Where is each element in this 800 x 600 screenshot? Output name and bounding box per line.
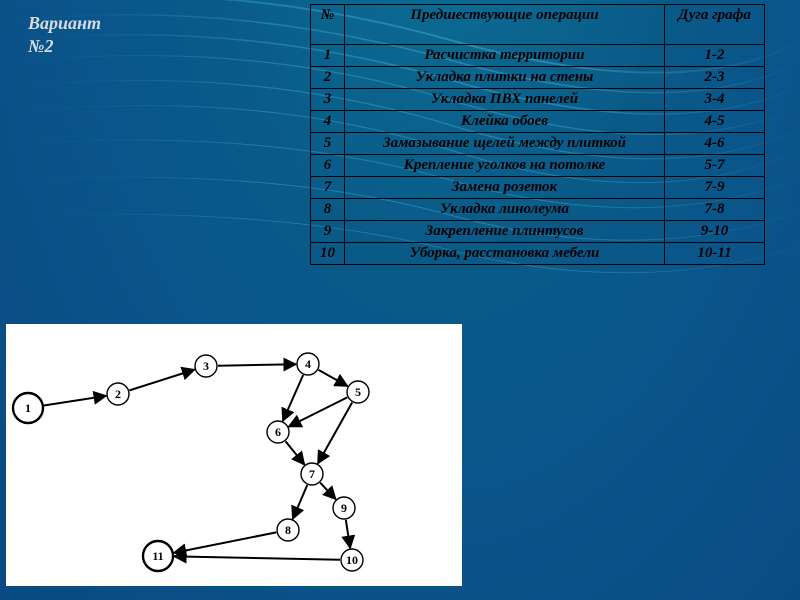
- table-row: 4Клейка обоев4-5: [311, 111, 765, 133]
- cell-arc: 3-4: [665, 89, 765, 111]
- graph-edge: [289, 397, 348, 426]
- cell-number: 10: [311, 243, 345, 265]
- cell-number: 5: [311, 133, 345, 155]
- graph-node-label: 8: [285, 523, 291, 537]
- graph-edge: [318, 402, 352, 463]
- cell-arc: 2-3: [665, 67, 765, 89]
- table-row: 5Замазывание щелей между плиткой4-6: [311, 133, 765, 155]
- table-row: 6Крепление уголков на потолке5-7: [311, 155, 765, 177]
- cell-number: 1: [311, 45, 345, 67]
- graph-edge: [346, 520, 350, 548]
- cell-number: 8: [311, 199, 345, 221]
- graph-node-label: 6: [275, 425, 281, 439]
- graph-node-label: 5: [355, 385, 361, 399]
- cell-arc: 5-7: [665, 155, 765, 177]
- title-line-2: №2: [28, 36, 53, 56]
- graph-edge: [218, 364, 296, 366]
- graph-node-label: 3: [203, 359, 209, 373]
- graph-node-label: 9: [341, 501, 347, 515]
- cell-number: 2: [311, 67, 345, 89]
- cell-arc: 4-5: [665, 111, 765, 133]
- cell-operation: Замена розеток: [345, 177, 665, 199]
- cell-number: 7: [311, 177, 345, 199]
- table-row: 9Закрепление плинтусов9-10: [311, 221, 765, 243]
- slide-title: Вариант №2: [28, 12, 101, 59]
- cell-operation: Закрепление плинтусов: [345, 221, 665, 243]
- title-line-1: Вариант: [28, 13, 101, 33]
- cell-operation: Крепление уголков на потолке: [345, 155, 665, 177]
- table-row: 8Укладка линолеума7-8: [311, 199, 765, 221]
- cell-number: 3: [311, 89, 345, 111]
- cell-arc: 9-10: [665, 221, 765, 243]
- graph-node-label: 10: [346, 553, 358, 567]
- cell-operation: Уборка, расстановка мебели: [345, 243, 665, 265]
- graph-edge: [286, 441, 305, 464]
- cell-arc: 4-6: [665, 133, 765, 155]
- graph-edge: [174, 556, 340, 559]
- cell-operation: Клейка обоев: [345, 111, 665, 133]
- graph-edge: [129, 370, 194, 391]
- table-row: 1Расчистка территории1-2: [311, 45, 765, 67]
- cell-arc: 7-9: [665, 177, 765, 199]
- graph-edge: [283, 375, 303, 421]
- graph-node-label: 7: [309, 467, 315, 481]
- cell-arc: 10-11: [665, 243, 765, 265]
- graph-node-label: 2: [115, 387, 121, 401]
- cell-operation: Замазывание щелей между плиткой: [345, 133, 665, 155]
- header-number: №: [311, 5, 345, 45]
- table-row: 3Укладка ПВХ панелей3-4: [311, 89, 765, 111]
- cell-number: 9: [311, 221, 345, 243]
- graph-node-label: 1: [25, 401, 31, 415]
- graph-node-label: 11: [152, 549, 163, 563]
- table-row: 2Укладка плитки на стены2-3: [311, 67, 765, 89]
- table-row: 10Уборка, расстановка мебели10-11: [311, 243, 765, 265]
- cell-operation: Укладка плитки на стены: [345, 67, 665, 89]
- table-row: 7Замена розеток7-9: [311, 177, 765, 199]
- operations-table: № Предшествующие операции Дуга графа 1Ра…: [310, 4, 765, 265]
- header-arc: Дуга графа: [665, 5, 765, 45]
- graph-edge: [293, 485, 308, 519]
- network-graph: 1 2 3 4 5 6 7 8 9 10 11: [6, 324, 462, 586]
- graph-node-label: 4: [305, 357, 311, 371]
- cell-number: 6: [311, 155, 345, 177]
- graph-edge: [174, 532, 277, 553]
- graph-edge: [320, 483, 336, 500]
- cell-arc: 1-2: [665, 45, 765, 67]
- graph-edge: [318, 370, 347, 386]
- table-header-row: № Предшествующие операции Дуга графа: [311, 5, 765, 45]
- cell-operation: Укладка ПВХ панелей: [345, 89, 665, 111]
- graph-edge: [44, 396, 106, 406]
- cell-operation: Укладка линолеума: [345, 199, 665, 221]
- cell-number: 4: [311, 111, 345, 133]
- cell-operation: Расчистка территории: [345, 45, 665, 67]
- cell-arc: 7-8: [665, 199, 765, 221]
- header-operation: Предшествующие операции: [345, 5, 665, 45]
